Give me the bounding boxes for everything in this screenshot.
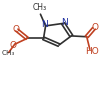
Text: HO: HO [85,47,99,56]
Text: O: O [12,25,19,34]
Text: N: N [41,20,48,29]
Text: CH₃: CH₃ [1,50,15,56]
Text: O: O [10,41,17,50]
Text: N: N [61,18,68,27]
Text: O: O [91,23,98,32]
Text: CH₃: CH₃ [32,3,46,12]
